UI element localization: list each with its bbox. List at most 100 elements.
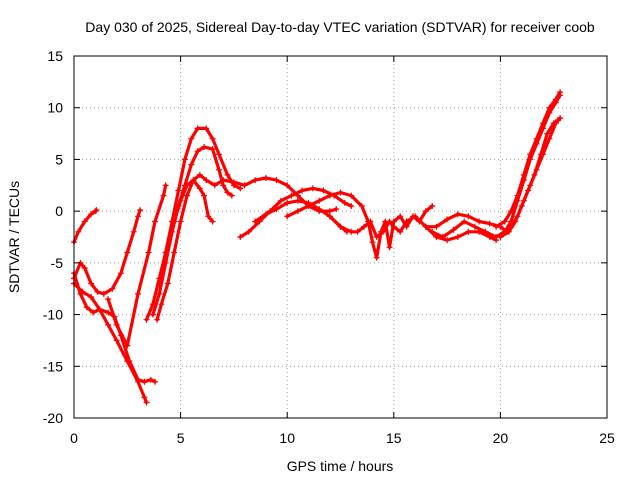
data-point-marker: [201, 192, 208, 199]
data-point-marker: [228, 192, 235, 199]
series-line-pass-5: [106, 183, 168, 348]
data-point-marker: [105, 321, 112, 328]
x-tick-label: 20: [493, 430, 509, 446]
data-point-marker: [540, 120, 546, 127]
data-point-marker: [476, 218, 483, 225]
series-line-pass-10: [238, 186, 353, 239]
data-point-marker: [422, 223, 429, 230]
data-point-marker: [203, 177, 210, 184]
y-axis-label: SDTVAR / TECUs: [6, 181, 22, 293]
data-point-marker: [294, 197, 301, 204]
data-point-marker: [220, 177, 227, 184]
x-tick-label: 25: [599, 430, 615, 446]
data-point-marker: [422, 208, 429, 215]
data-point-marker: [284, 213, 291, 220]
y-tick-label: 0: [55, 203, 63, 219]
data-point-marker: [354, 228, 361, 235]
data-point-marker: [471, 223, 478, 230]
x-tick-label: 15: [386, 430, 402, 446]
series-line-pass-2: [72, 271, 157, 384]
series-group: [71, 89, 564, 406]
data-point-marker: [273, 206, 280, 213]
data-point-marker: [361, 223, 367, 230]
data-point-marker: [493, 223, 500, 230]
data-point-marker: [152, 378, 158, 385]
data-point-marker: [105, 296, 112, 303]
data-point-marker: [171, 249, 178, 256]
data-point-marker: [158, 301, 165, 308]
data-point-marker: [512, 218, 519, 225]
x-tick-label: 5: [177, 430, 185, 446]
data-point-marker: [241, 182, 248, 189]
data-point-marker: [546, 104, 553, 111]
data-point-marker: [309, 185, 316, 192]
data-point-marker: [433, 223, 440, 230]
data-point-marker: [211, 182, 218, 189]
data-point-marker: [196, 171, 203, 178]
data-point-marker: [284, 199, 291, 206]
y-tick-label: -10: [43, 307, 63, 323]
data-point-marker: [294, 208, 301, 215]
data-point-marker: [527, 151, 534, 158]
data-point-marker: [552, 96, 559, 103]
data-point-marker: [88, 294, 95, 300]
data-point-marker: [162, 249, 169, 256]
data-point-marker: [326, 213, 333, 220]
data-point-marker: [505, 228, 512, 235]
data-point-marker: [320, 187, 327, 194]
data-point-marker: [205, 213, 212, 220]
data-point-marker: [188, 161, 195, 168]
data-point-marker: [262, 175, 269, 181]
data-point-marker: [90, 309, 97, 316]
data-point-marker: [429, 203, 436, 209]
data-point-marker: [135, 378, 141, 385]
data-point-marker: [109, 285, 116, 292]
chart-title: Day 030 of 2025, Sidereal Day-to-day VTE…: [85, 19, 595, 35]
y-tick-label: -20: [43, 410, 63, 426]
data-point-marker: [124, 342, 131, 349]
data-point-marker: [156, 290, 163, 297]
data-point-marker: [143, 316, 150, 323]
data-point-marker: [273, 177, 280, 184]
data-point-marker: [450, 226, 457, 233]
y-tick-labels: -20 -15 -10 -5 0 5 10 15: [43, 48, 63, 426]
data-point-marker: [175, 187, 182, 194]
data-point-marker: [203, 125, 210, 132]
data-point-marker: [194, 148, 201, 155]
data-point-marker: [137, 207, 144, 214]
data-point-marker: [209, 146, 216, 153]
data-point-marker: [461, 218, 468, 225]
data-point-marker: [190, 177, 197, 184]
data-point-marker: [113, 321, 120, 328]
data-point-marker: [135, 213, 141, 220]
data-point-marker: [147, 376, 154, 383]
data-point-marker: [262, 211, 269, 218]
data-point-marker: [135, 290, 141, 297]
data-point-marker: [143, 399, 150, 406]
data-point-marker: [386, 218, 393, 225]
data-point-marker: [557, 89, 564, 96]
data-point-marker: [164, 280, 171, 287]
data-point-marker: [252, 218, 259, 225]
data-point-marker: [130, 228, 137, 235]
data-point-marker: [171, 218, 178, 225]
data-point-marker: [156, 280, 163, 287]
data-point-marker: [337, 189, 344, 196]
data-point-marker: [482, 228, 489, 235]
data-point-marker: [444, 216, 451, 223]
data-point-marker: [149, 311, 156, 318]
data-point-marker: [316, 197, 323, 204]
x-tick-label: 0: [70, 430, 78, 446]
data-point-marker: [397, 228, 404, 235]
data-point-marker: [88, 211, 95, 218]
data-point-marker: [348, 228, 355, 235]
data-point-marker: [216, 166, 222, 173]
x-tick-labels: 0 5 10 15 20 25: [70, 430, 615, 446]
data-point-marker: [209, 218, 216, 225]
data-point-marker: [333, 206, 340, 213]
data-point-marker: [177, 218, 184, 225]
data-point-marker: [188, 135, 195, 142]
data-point-marker: [412, 213, 419, 220]
data-point-marker: [245, 228, 252, 235]
